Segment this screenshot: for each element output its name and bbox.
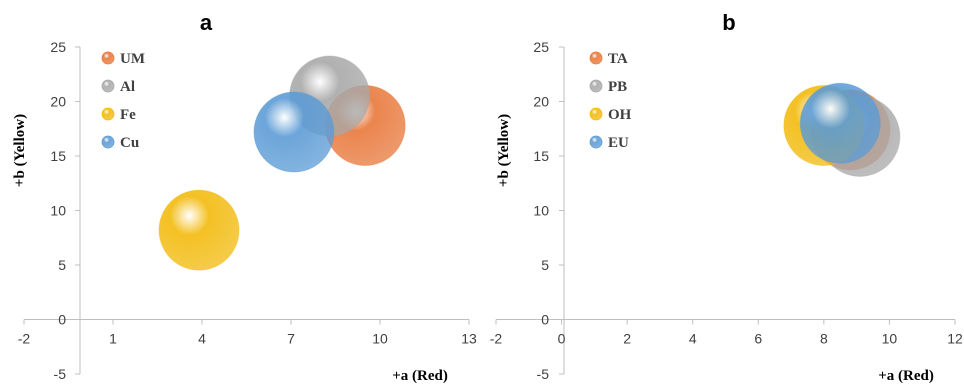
y-tick-label: -5 [54, 366, 67, 382]
x-axis-title: +a (Red) [878, 368, 934, 384]
legend-marker-fe [101, 107, 115, 121]
y-tick-label: 25 [50, 39, 66, 55]
legend-marker-um [101, 51, 115, 65]
y-tick-label: 20 [533, 94, 549, 110]
x-tick-label: 1 [109, 331, 117, 347]
x-tick-label: 4 [689, 331, 697, 347]
y-tick-label: 15 [533, 148, 549, 164]
y-tick-label: 20 [50, 94, 66, 110]
legend-label-cu: Cu [120, 135, 139, 151]
legend-marker-ta [589, 51, 603, 65]
panel-letter: a [200, 10, 213, 35]
y-tick-label: 0 [58, 312, 66, 328]
y-axis-title: +b (Yellow) [496, 114, 512, 187]
x-tick-label: 12 [947, 331, 963, 347]
legend-label-um: UM [120, 51, 145, 67]
y-tick-label: 5 [541, 257, 549, 273]
legend-label-fe: Fe [120, 107, 136, 123]
x-tick-label: 7 [287, 331, 295, 347]
y-tick-label: -5 [537, 366, 550, 382]
legend-marker-eu [589, 135, 603, 149]
chart-panel-b: b -2 0 2 4 6 8 10 12 -5 0 5 10 15 20 25 +b (Yellow) +a (R… [490, 10, 963, 384]
x-tick-label: 10 [372, 331, 388, 347]
y-tick-label: 25 [533, 39, 549, 55]
x-tick-label: 4 [198, 331, 206, 347]
bubble-eu [799, 82, 881, 164]
legend-label-eu: EU [608, 135, 629, 151]
x-tick-label: 10 [882, 331, 898, 347]
bubble-fe [158, 189, 240, 271]
y-tick-label: 10 [533, 203, 549, 219]
x-tick-label: -2 [490, 331, 503, 347]
x-tick-label: 0 [558, 331, 566, 347]
legend-marker-cu [101, 135, 115, 149]
legend-marker-al [101, 79, 115, 93]
y-tick-label: 0 [541, 312, 549, 328]
panel-letter: b [722, 10, 735, 35]
x-tick-label: 6 [754, 331, 762, 347]
y-axis-title: +b (Yellow) [12, 114, 28, 187]
legend-marker-oh [589, 107, 603, 121]
x-tick-label: 13 [461, 331, 477, 347]
x-tick-label: -2 [18, 331, 31, 347]
legend-label-oh: OH [608, 107, 632, 123]
y-tick-label: 15 [50, 148, 66, 164]
legend-label-ta: TA [608, 51, 628, 67]
bubble-cu [253, 91, 335, 173]
chart-panel-a: a -2 1 4 7 10 13 -5 0 5 10 15 20 25 +b (Yellow) +a (Red… [12, 10, 477, 384]
legend-marker-pb [589, 79, 603, 93]
y-tick-label: 5 [58, 257, 66, 273]
x-tick-label: 2 [623, 331, 631, 347]
y-tick-label: 10 [50, 203, 66, 219]
legend-label-pb: PB [608, 79, 627, 95]
x-axis-title: +a (Red) [392, 368, 448, 384]
x-tick-label: 8 [820, 331, 828, 347]
legend-label-al: Al [120, 79, 135, 95]
